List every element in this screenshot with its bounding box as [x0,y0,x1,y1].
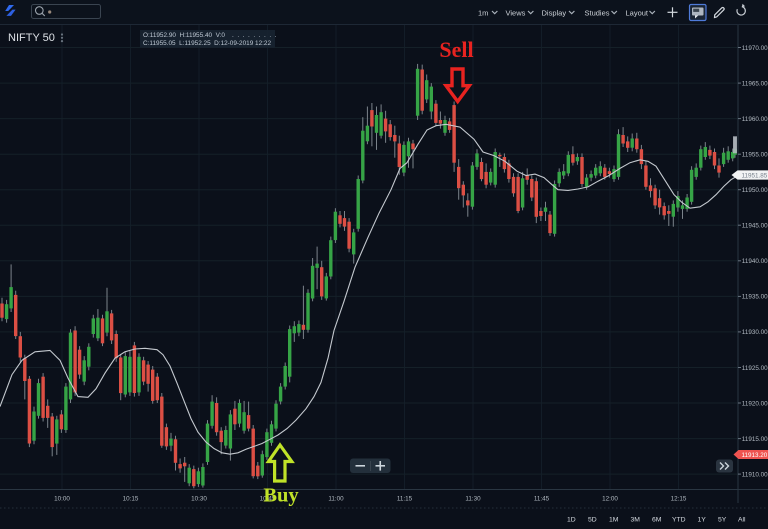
svg-text:11910.00: 11910.00 [742,471,768,478]
svg-text:Layout: Layout [626,8,649,17]
svg-text:11960.00: 11960.00 [742,116,768,123]
svg-text:NIFTY 50: NIFTY 50 [8,32,55,44]
svg-text:C:11955.05 L:11952.25 D:12-0: C:11955.05 L:11952.25 D:12-09-2019 12:22 [143,40,271,47]
svg-text:Sell: Sell [439,37,473,62]
svg-text:1Y: 1Y [698,517,707,524]
svg-text:5D: 5D [588,517,597,524]
svg-text:11945.00: 11945.00 [742,223,768,230]
svg-text:Buy: Buy [263,485,299,507]
svg-text:11965.00: 11965.00 [742,80,768,87]
svg-text:11:00: 11:00 [328,496,344,503]
svg-text:11951.85: 11951.85 [742,173,768,180]
svg-text:11915.00: 11915.00 [742,436,768,443]
svg-text:11925.00: 11925.00 [742,365,768,372]
svg-text:1D: 1D [567,517,576,524]
svg-text:11930.00: 11930.00 [742,329,768,336]
svg-text:12:00: 12:00 [602,496,618,503]
svg-text:11935.00: 11935.00 [742,294,768,301]
svg-text:1m: 1m [478,8,488,17]
svg-text:11950.00: 11950.00 [742,187,768,194]
svg-text:11913.20: 11913.20 [742,452,768,459]
svg-text:10:45: 10:45 [260,496,276,503]
svg-text:1M: 1M [609,517,619,524]
svg-text:Views: Views [506,8,526,17]
svg-text:11:15: 11:15 [397,496,413,503]
svg-text:Studies: Studies [585,8,610,17]
svg-text:11955.00: 11955.00 [742,152,768,159]
svg-text:11970.00: 11970.00 [742,45,768,52]
svg-text:10:15: 10:15 [123,496,139,503]
svg-text:11:30: 11:30 [465,496,481,503]
svg-text:O:11952.90 H:11955.40 V:0: O:11952.90 H:11955.40 V:0 . . . . . . . … [143,32,277,39]
svg-text:10:00: 10:00 [54,496,70,503]
svg-text:12:15: 12:15 [671,496,687,503]
svg-text:All: All [738,517,746,524]
svg-text:Display: Display [542,8,567,17]
svg-text:6M: 6M [652,517,662,524]
svg-text:11:45: 11:45 [534,496,550,503]
svg-text:11920.00: 11920.00 [742,400,768,407]
svg-text:10:30: 10:30 [191,496,207,503]
svg-text:5Y: 5Y [718,517,727,524]
svg-text:11940.00: 11940.00 [742,258,768,265]
svg-text:3M: 3M [631,517,641,524]
svg-text:YTD: YTD [672,517,686,524]
